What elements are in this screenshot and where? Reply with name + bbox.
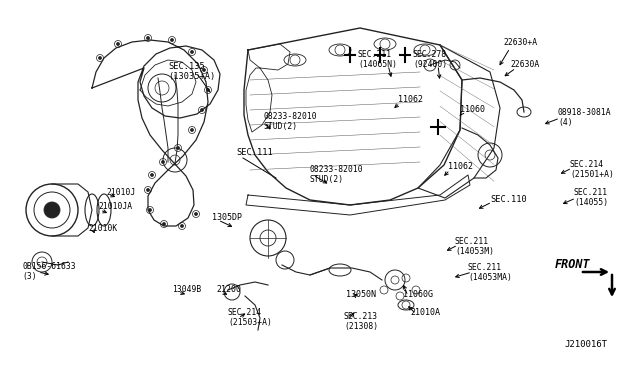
Text: SEC.110: SEC.110 [490,195,527,204]
Circle shape [163,222,166,225]
Circle shape [195,212,198,215]
Text: 08918-3081A
(4): 08918-3081A (4) [558,108,612,127]
Text: SEC.211
(14055): SEC.211 (14055) [574,188,608,208]
Text: SEC.278
(92400): SEC.278 (92400) [413,50,447,70]
Circle shape [150,173,154,176]
Text: SEC.211
(14053MA): SEC.211 (14053MA) [468,263,512,282]
Text: 13049B: 13049B [172,285,201,294]
Text: SEC.135
(13035+A): SEC.135 (13035+A) [168,62,215,81]
Text: SEC.213
(21308): SEC.213 (21308) [344,312,378,331]
Text: SEC.211
(14053M): SEC.211 (14053M) [455,237,494,256]
Circle shape [202,68,205,71]
Text: 08233-82010
STUD(2): 08233-82010 STUD(2) [310,165,364,185]
Circle shape [170,38,173,42]
Circle shape [177,147,179,150]
Circle shape [191,128,193,131]
Text: SEC.214
(21501+A): SEC.214 (21501+A) [570,160,614,179]
Text: 21010JA: 21010JA [98,202,132,211]
Text: 11060G: 11060G [403,290,433,299]
Circle shape [116,42,120,45]
Circle shape [200,109,204,112]
Circle shape [180,224,184,228]
Text: 21200: 21200 [216,285,241,294]
Circle shape [207,89,209,92]
Text: 21010A: 21010A [410,308,440,317]
Text: J210016T: J210016T [564,340,607,349]
Circle shape [99,57,102,60]
Text: 13050N: 13050N [346,290,376,299]
Text: FRONT: FRONT [555,258,591,271]
Text: 21010K: 21010K [88,224,117,233]
Circle shape [191,51,193,54]
Text: 11062: 11062 [448,162,473,171]
Circle shape [147,36,150,39]
Circle shape [148,208,152,212]
Text: 0B156-61633
(3): 0B156-61633 (3) [22,262,76,281]
Text: 22630A: 22630A [510,60,540,69]
Circle shape [147,189,150,192]
Circle shape [161,160,164,164]
Text: SEC.111: SEC.111 [236,148,273,157]
Text: SEC.211
(14065N): SEC.211 (14065N) [358,50,397,70]
Text: 11062: 11062 [398,95,423,104]
Text: 22630+A: 22630+A [503,38,537,47]
Text: 08233-82010
STUD(2): 08233-82010 STUD(2) [264,112,317,131]
Text: 1305DP: 1305DP [212,213,242,222]
Text: SEC.214
(21503+A): SEC.214 (21503+A) [228,308,272,327]
Text: 11060: 11060 [460,105,485,114]
Circle shape [44,202,60,218]
Text: 21010J: 21010J [106,188,135,197]
